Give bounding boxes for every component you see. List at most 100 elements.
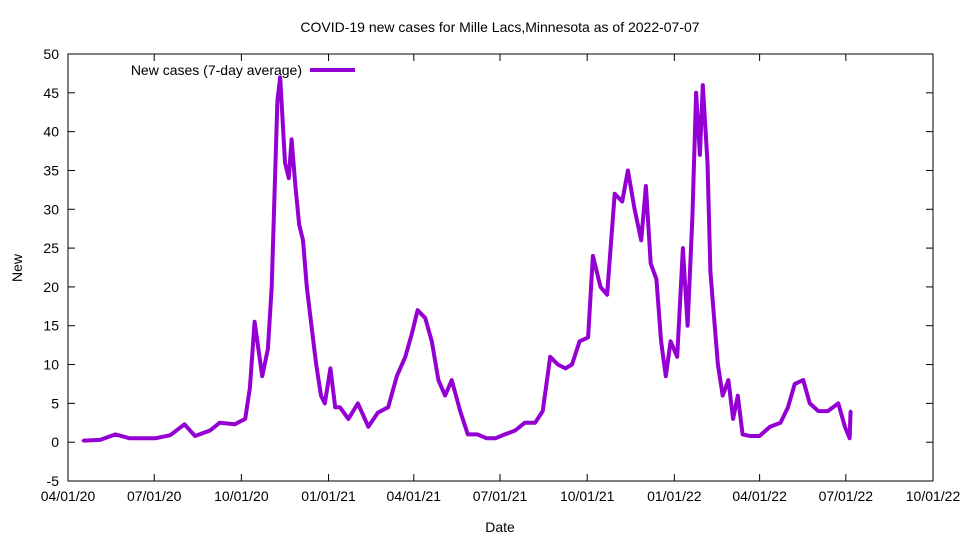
data-point (620, 200, 624, 204)
data-point (301, 238, 305, 242)
data-point (523, 421, 527, 425)
x-tick-label: 07/01/20 (127, 488, 182, 504)
data-point (253, 320, 257, 324)
data-point (816, 409, 820, 413)
y-tick-label: 20 (43, 279, 59, 295)
data-point (466, 432, 470, 436)
data-point (310, 331, 314, 335)
x-tick-label: 10/01/20 (214, 488, 269, 504)
data-point (778, 421, 782, 425)
data-point (416, 308, 420, 312)
data-point (786, 405, 790, 409)
x-tick-label: 04/01/20 (41, 488, 96, 504)
x-axis-label: Date (485, 519, 515, 535)
y-tick-label: 30 (43, 201, 59, 217)
data-point (698, 153, 702, 157)
plot-frame (67, 53, 934, 482)
data-point (458, 409, 462, 413)
data-point (278, 75, 282, 79)
data-point (503, 432, 507, 436)
data-point (639, 238, 643, 242)
data-point (266, 347, 270, 351)
data-point (323, 401, 327, 405)
data-point (826, 409, 830, 413)
data-point (690, 215, 694, 219)
data-point (423, 316, 427, 320)
y-tick-label: 45 (43, 85, 59, 101)
data-point (386, 405, 390, 409)
data-point (113, 432, 117, 436)
data-point (578, 339, 582, 343)
data-point (716, 363, 720, 367)
x-tick-label: 07/01/21 (473, 488, 528, 504)
data-point (694, 91, 698, 95)
data-point (836, 401, 840, 405)
data-point (591, 254, 595, 258)
x-tick-label: 10/01/22 (906, 488, 960, 504)
data-point (328, 366, 332, 370)
data-point (613, 192, 617, 196)
data-point (366, 425, 370, 429)
axis-ticks: -5 0 5 10 15 20 25 30 35 40 45 50 04/01/20 07/01/20 10… (41, 46, 960, 504)
data-point (664, 374, 668, 378)
data-point (586, 335, 590, 339)
data-point (556, 363, 560, 367)
data-point (701, 83, 705, 87)
legend: New cases (7-day average) (131, 62, 355, 78)
data-point (290, 137, 294, 141)
data-point (208, 429, 212, 433)
data-point (843, 425, 847, 429)
data-point (153, 436, 157, 440)
x-tick-label: 01/01/22 (647, 488, 702, 504)
data-point (675, 355, 679, 359)
data-point (403, 355, 407, 359)
data-point (605, 293, 609, 297)
data-point (493, 436, 497, 440)
y-tick-label: 15 (43, 318, 59, 334)
data-point (319, 394, 323, 398)
data-point (293, 184, 297, 188)
data-point (659, 339, 663, 343)
data-point (741, 432, 745, 436)
data-point (808, 401, 812, 405)
data-point (283, 161, 287, 165)
data-point (731, 417, 735, 421)
data-point (633, 207, 637, 211)
series-line-new-cases (83, 75, 853, 443)
data-point (314, 363, 318, 367)
data-point (475, 432, 479, 436)
y-tick-label: 50 (43, 46, 59, 62)
legend-label: New cases (7-day average) (131, 62, 302, 78)
data-point (410, 331, 414, 335)
data-point (768, 425, 772, 429)
chart-title: COVID-19 new cases for Mille Lacs,Minnes… (300, 19, 699, 35)
data-point (270, 285, 274, 289)
data-point (395, 374, 399, 378)
data-point (793, 382, 797, 386)
data-point (430, 339, 434, 343)
data-point (338, 405, 342, 409)
x-tick-label: 10/01/21 (560, 488, 615, 504)
data-point (541, 409, 545, 413)
data-point (570, 363, 574, 367)
data-point (376, 411, 380, 415)
data-point (333, 405, 337, 409)
y-tick-label: 40 (43, 124, 59, 140)
x-tick-label: 07/01/22 (819, 488, 874, 504)
x-tick-label: 04/01/21 (387, 488, 442, 504)
data-point (443, 394, 447, 398)
data-point (218, 421, 222, 425)
data-point (669, 339, 673, 343)
y-axis-label: New (9, 253, 25, 282)
data-point (183, 422, 187, 426)
data-point (726, 378, 730, 382)
data-point (758, 434, 762, 438)
data-point (233, 422, 237, 426)
x-tick-label: 01/01/21 (301, 488, 356, 504)
data-point (168, 433, 172, 437)
y-tick-label: 25 (43, 240, 59, 256)
data-point (128, 436, 132, 440)
data-point (563, 366, 567, 370)
data-point (243, 417, 247, 421)
